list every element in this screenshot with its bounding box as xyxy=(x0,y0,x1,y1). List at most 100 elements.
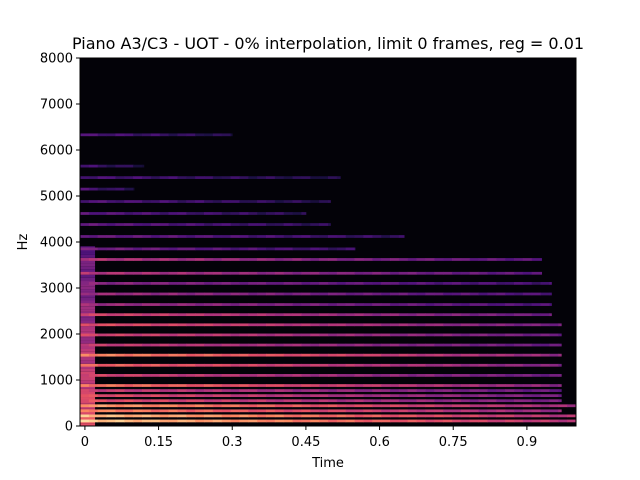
partial-cell xyxy=(292,353,302,357)
partial-cell xyxy=(124,303,134,306)
partial-cell xyxy=(133,271,143,275)
partial-cell xyxy=(283,374,293,377)
partial-cell xyxy=(115,333,125,337)
partial-cell xyxy=(460,404,471,408)
y-tick-label: 4000 xyxy=(40,236,73,251)
partial-cell xyxy=(487,384,497,387)
partial-cell xyxy=(274,394,285,398)
partial-cell xyxy=(381,333,391,337)
partial-cell xyxy=(88,133,99,137)
partial-cell xyxy=(345,353,355,357)
partial-cell xyxy=(239,384,249,387)
partial-cell xyxy=(336,414,347,418)
partial-cell xyxy=(469,343,479,347)
partial-cell xyxy=(142,235,152,238)
partial-cell xyxy=(460,333,471,337)
partial-cell xyxy=(212,200,223,203)
partial-cell xyxy=(266,258,276,261)
partial-cell xyxy=(115,187,125,191)
partial-cell xyxy=(292,176,302,179)
onset-cell xyxy=(80,286,96,290)
partial-cell xyxy=(88,200,99,203)
partial-cell xyxy=(319,313,329,317)
partial-cell xyxy=(558,399,562,403)
partial-cell xyxy=(452,292,462,296)
partial-cell xyxy=(425,363,435,367)
partial-cell xyxy=(115,394,125,398)
partial-cell xyxy=(239,414,249,418)
partial-cell xyxy=(97,164,107,168)
partial-cell xyxy=(195,399,205,403)
partial-cell xyxy=(443,343,453,347)
partial-cell xyxy=(124,414,134,418)
partial-cell xyxy=(398,409,409,413)
partial-cell xyxy=(177,292,187,296)
partial-cell xyxy=(88,333,99,337)
partial-cell xyxy=(514,399,524,403)
partial-cell xyxy=(186,333,196,337)
partial-cell xyxy=(133,133,143,137)
partial-cell xyxy=(195,133,205,137)
partial-cell xyxy=(354,282,364,285)
partial-cell xyxy=(505,258,515,261)
partial-cell xyxy=(567,404,576,408)
partial-cell xyxy=(514,271,524,275)
partial-cell xyxy=(115,212,125,215)
partial-cell xyxy=(168,235,178,238)
onset-cell xyxy=(80,366,96,369)
partial-cell xyxy=(186,353,196,357)
partial-cell xyxy=(230,292,240,296)
partial-cell xyxy=(452,389,462,392)
partial-cell xyxy=(106,419,116,423)
partial-cell xyxy=(177,271,187,275)
partial-cell xyxy=(469,404,479,408)
partial-cell xyxy=(478,419,488,423)
partial-cell xyxy=(372,343,382,347)
partial-cell xyxy=(80,384,90,387)
partial-cell xyxy=(319,200,329,203)
partial-cell xyxy=(133,164,143,168)
partial-cell xyxy=(195,343,205,347)
partial-cell xyxy=(168,394,178,398)
partial-cell xyxy=(257,282,267,285)
partial-cell xyxy=(266,247,276,251)
partial-cell xyxy=(159,389,169,392)
partial-cell xyxy=(212,374,223,377)
partial-cell xyxy=(522,394,533,398)
partial-cell xyxy=(372,333,382,337)
partial-cell xyxy=(150,323,161,327)
partial-cell xyxy=(390,414,400,418)
partial-cell xyxy=(354,333,364,337)
partial-cell xyxy=(106,414,116,418)
partial-cell xyxy=(159,333,169,337)
partial-cell xyxy=(328,176,338,179)
partial-cell xyxy=(142,409,152,413)
partial-cell xyxy=(336,409,347,413)
partial-cell xyxy=(274,271,285,275)
partial-cell xyxy=(540,399,550,403)
partial-cell xyxy=(133,223,143,226)
partial-cell xyxy=(97,389,107,392)
partial-cell xyxy=(496,292,506,296)
partial-cell xyxy=(416,343,426,347)
partial-cell xyxy=(274,313,285,317)
partial-cell xyxy=(292,404,302,408)
partial-cell xyxy=(540,343,550,347)
partial-cell xyxy=(168,363,178,367)
partial-cell xyxy=(381,235,391,238)
partial-cell xyxy=(328,363,338,367)
partial-cell xyxy=(416,333,426,337)
partial-cell xyxy=(452,323,462,327)
partial-cell xyxy=(239,200,249,203)
partial-cell xyxy=(416,409,426,413)
partial-cell xyxy=(398,271,409,275)
partial-cell xyxy=(124,313,134,317)
partial-cell xyxy=(469,384,479,387)
partial-cell xyxy=(266,399,276,403)
partial-cell xyxy=(487,323,497,327)
partial-cell xyxy=(319,414,329,418)
partial-cell xyxy=(142,384,152,387)
partial-cell xyxy=(363,404,373,408)
partial-cell xyxy=(80,292,90,296)
partial-cell xyxy=(460,409,471,413)
